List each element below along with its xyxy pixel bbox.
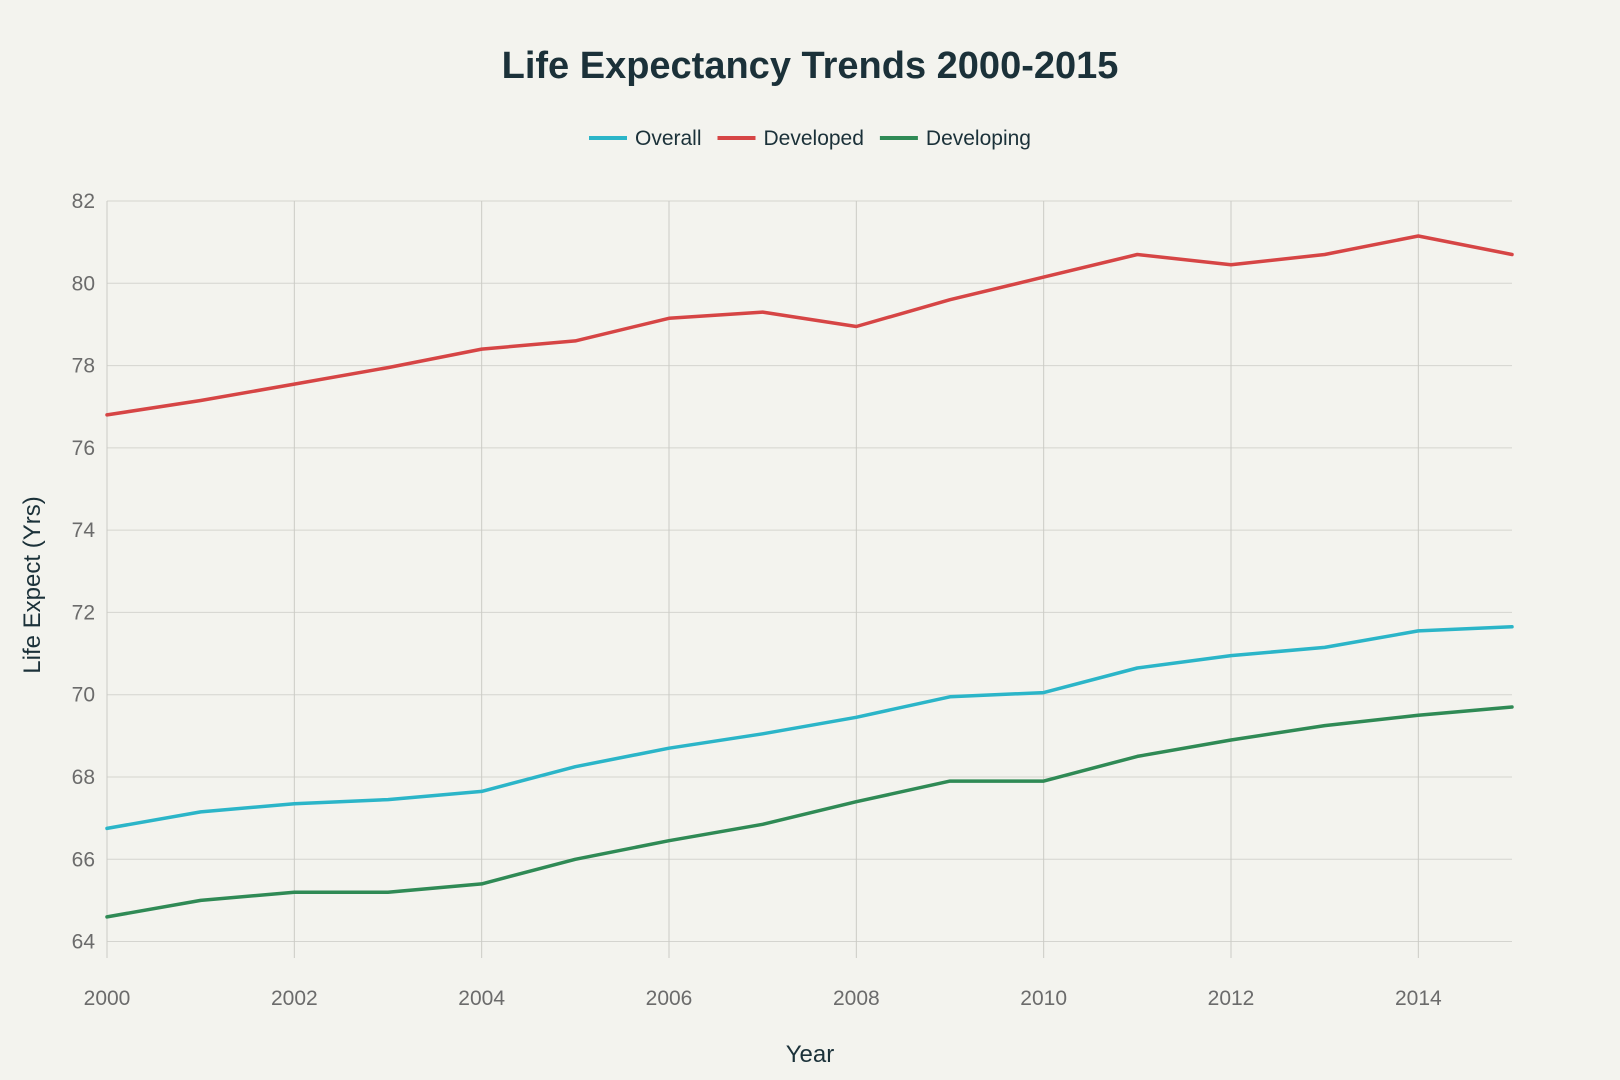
legend-label: Overall xyxy=(635,127,702,150)
legend-item-overall: Overall xyxy=(589,127,702,150)
y-tick-label: 76 xyxy=(72,437,95,460)
x-tick-label: 2006 xyxy=(646,987,693,1010)
y-tick-label: 64 xyxy=(72,931,96,954)
y-tick-label: 82 xyxy=(72,190,95,213)
y-axis-ticks: 64 66 68 70 72 74 76 78 80 82 xyxy=(72,190,96,954)
series-line-developing xyxy=(105,705,1514,919)
x-tick-label: 2010 xyxy=(1020,987,1067,1010)
y-tick-label: 66 xyxy=(72,848,95,871)
series-line-developed xyxy=(105,234,1514,417)
x-tick-label: 2008 xyxy=(833,987,880,1010)
legend-label: Developed xyxy=(764,127,864,150)
legend-item-developing: Developing xyxy=(879,127,1031,150)
x-tick-label: 2004 xyxy=(458,987,505,1010)
y-tick-label: 70 xyxy=(72,684,95,707)
x-tick-label: 2002 xyxy=(271,987,318,1010)
x-tick-label: 2000 xyxy=(84,987,131,1010)
gridlines xyxy=(106,200,1512,958)
legend: Overall Developed Developing xyxy=(589,127,1031,150)
legend-item-developed: Developed xyxy=(717,127,864,150)
y-tick-label: 80 xyxy=(72,272,95,295)
x-axis-title: Year xyxy=(786,1041,835,1068)
series-lines xyxy=(105,234,1514,919)
y-axis-title: Life Expect (Yrs) xyxy=(19,496,46,673)
y-tick-label: 74 xyxy=(72,519,96,542)
y-tick-label: 68 xyxy=(72,766,95,789)
y-tick-label: 78 xyxy=(72,355,95,378)
y-tick-label: 72 xyxy=(72,601,95,624)
x-tick-label: 2012 xyxy=(1208,987,1255,1010)
chart-title: Life Expectancy Trends 2000-2015 xyxy=(502,45,1119,87)
x-axis-ticks: 2000 2002 2004 2006 2008 2010 2012 2014 xyxy=(84,987,1442,1010)
legend-label: Developing xyxy=(926,127,1031,150)
series-line-overall xyxy=(105,625,1514,831)
x-tick-label: 2014 xyxy=(1395,987,1442,1010)
